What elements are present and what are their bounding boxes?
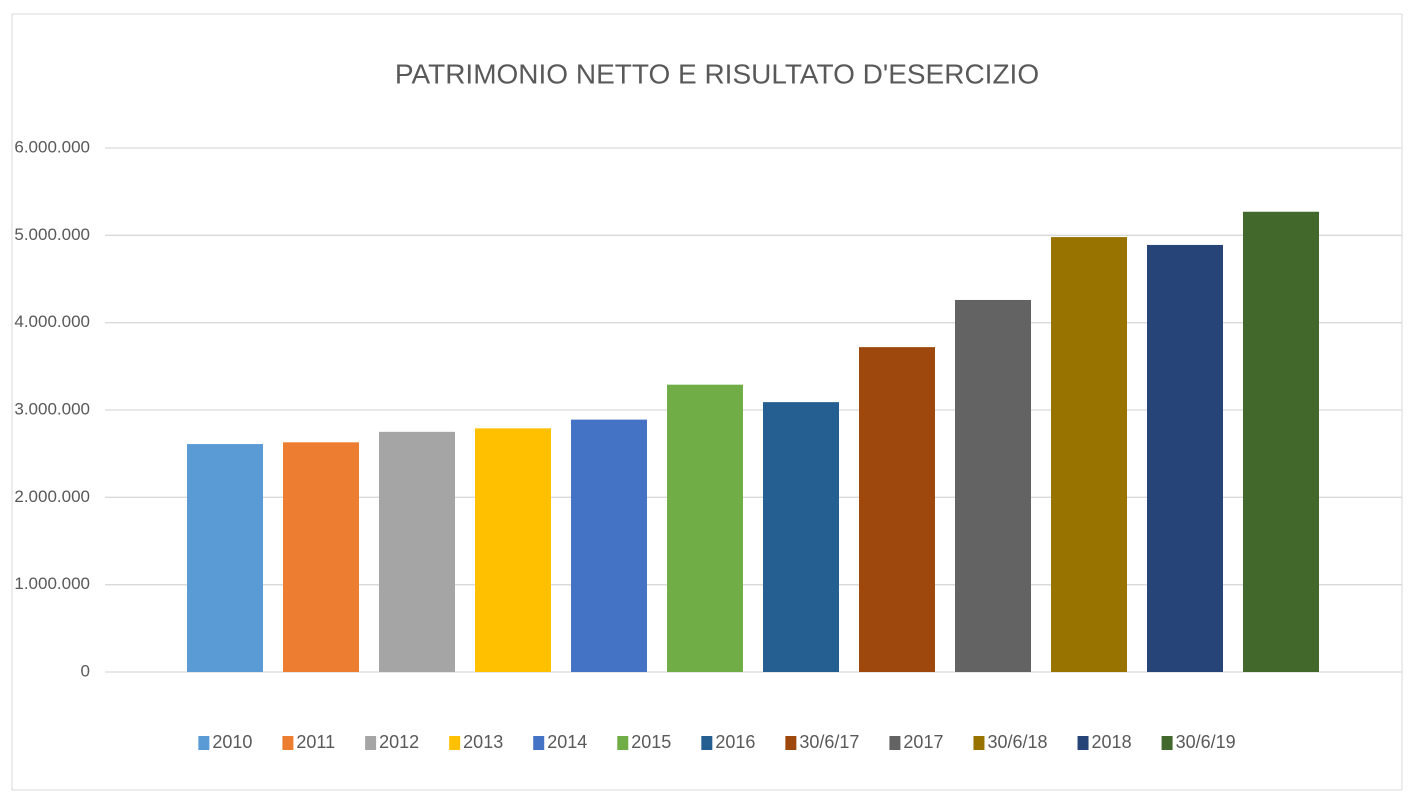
legend-label: 30/6/18 [987, 732, 1047, 752]
bar [1243, 211, 1319, 672]
bar [1051, 237, 1127, 672]
legend-swatch [533, 736, 545, 750]
bar [187, 444, 263, 672]
legend-label: 2016 [715, 732, 755, 752]
legend-swatch [785, 736, 797, 750]
bar [283, 442, 359, 672]
legend-swatch [198, 736, 210, 750]
legend-label: 2010 [212, 732, 252, 752]
legend-swatch [1161, 736, 1173, 750]
legend-swatch [617, 736, 629, 750]
legend-label: 2015 [631, 732, 671, 752]
bar [859, 347, 935, 672]
legend-swatch [365, 736, 377, 750]
bar [379, 431, 455, 672]
bar [475, 428, 551, 672]
legend-label: 2017 [903, 732, 943, 752]
legend-swatch [889, 736, 901, 750]
bar [955, 299, 1031, 672]
legend-label: 2012 [379, 732, 419, 752]
legend-label: 30/6/17 [799, 732, 859, 752]
y-tick-label: 5.000.000 [14, 225, 90, 244]
chart-title: PATRIMONIO NETTO E RISULTATO D'ESERCIZIO [395, 58, 1039, 89]
legend-swatch [282, 736, 294, 750]
bar [1147, 244, 1223, 672]
bar [763, 402, 839, 672]
legend-label: 2018 [1092, 732, 1132, 752]
legend-swatch [1077, 736, 1089, 750]
legend-label: 2014 [547, 732, 587, 752]
legend-label: 2013 [463, 732, 503, 752]
legend-swatch [449, 736, 461, 750]
legend-swatch [973, 736, 985, 750]
y-tick-label: 1.000.000 [14, 574, 90, 593]
bar [667, 384, 743, 672]
y-tick-label: 4.000.000 [14, 312, 90, 331]
legend-label: 30/6/19 [1176, 732, 1236, 752]
legend-label: 2011 [296, 732, 335, 752]
y-tick-label: 3.000.000 [14, 399, 90, 418]
legend-swatch [701, 736, 713, 750]
bar [571, 419, 647, 672]
y-tick-label: 0 [81, 661, 90, 680]
y-tick-label: 6.000.000 [14, 137, 90, 156]
y-tick-label: 2.000.000 [14, 487, 90, 506]
